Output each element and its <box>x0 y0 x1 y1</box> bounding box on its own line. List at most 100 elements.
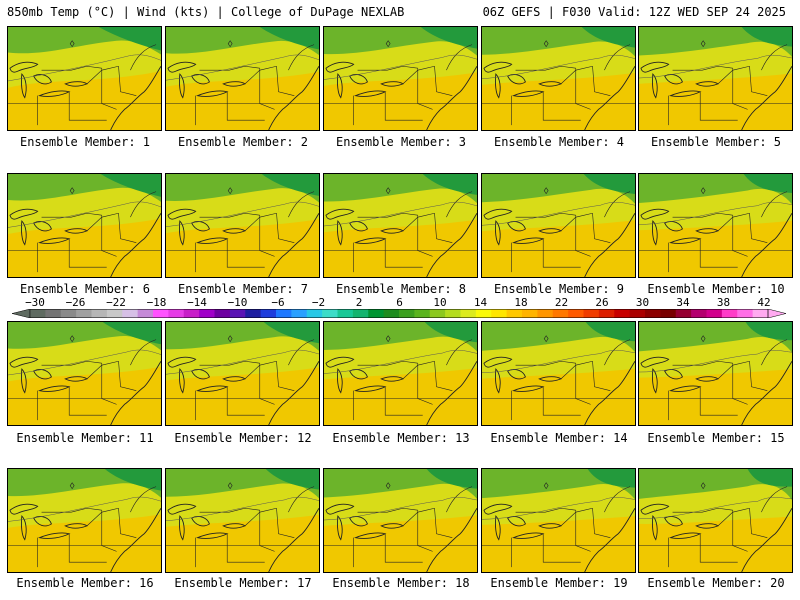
canada-border <box>357 65 418 71</box>
lake-superior <box>640 503 670 515</box>
colorbar-swatch <box>491 309 508 318</box>
state-border <box>699 238 738 268</box>
ensemble-panel-7[interactable] <box>165 173 320 278</box>
coastline <box>741 213 792 277</box>
state-border <box>417 510 433 552</box>
state-border <box>384 533 423 563</box>
state-border <box>560 507 593 527</box>
coastline <box>110 361 161 425</box>
state-border <box>226 91 265 121</box>
lake-superior <box>640 208 670 220</box>
state-border <box>434 66 453 96</box>
state-border <box>118 66 137 96</box>
state-border <box>542 238 581 268</box>
state-border <box>86 212 119 232</box>
ensemble-panel-19[interactable] <box>481 468 636 573</box>
state-border <box>417 363 433 405</box>
colorbar-swatch <box>276 309 292 318</box>
state-border <box>244 212 277 232</box>
colorbar-max-arrow <box>767 309 786 318</box>
lake-michigan <box>21 515 27 541</box>
colorbar-swatch <box>368 309 385 318</box>
ensemble-panel-20[interactable] <box>638 468 793 573</box>
ensemble-panel-10[interactable] <box>638 173 793 278</box>
ensemble-panel-5[interactable] <box>638 26 793 131</box>
state-border <box>276 213 295 243</box>
state-border <box>259 68 275 110</box>
station-marker <box>69 40 75 48</box>
state-border <box>717 212 750 232</box>
colorbar-swatch <box>675 309 692 318</box>
colorbar-swatch <box>153 309 169 318</box>
state-border <box>276 361 295 391</box>
colorbar-swatch <box>537 309 554 318</box>
lake-michigan <box>21 220 27 246</box>
ensemble-panel-1[interactable] <box>7 26 162 131</box>
ensemble-panel-11[interactable] <box>7 321 162 426</box>
ensemble-panel-16[interactable] <box>7 468 162 573</box>
ensemble-panel-12[interactable] <box>165 321 320 426</box>
ensemble-panel-3[interactable] <box>323 26 478 131</box>
station-marker <box>69 187 75 195</box>
ensemble-panel-14[interactable] <box>481 321 636 426</box>
ensemble-panel-15[interactable] <box>638 321 793 426</box>
lake-ontario <box>695 523 719 529</box>
station-marker <box>227 335 233 343</box>
ensemble-panel-17[interactable] <box>165 468 320 573</box>
colorbar-swatch <box>137 309 154 318</box>
ensemble-panel-8[interactable] <box>323 173 478 278</box>
colorbar-swatch <box>291 309 308 318</box>
state-border <box>732 215 748 257</box>
state-border <box>101 215 117 257</box>
lake-ontario <box>538 228 562 234</box>
lake-superior <box>9 208 39 220</box>
panel-label-17: Ensemble Member: 17 <box>174 576 312 590</box>
state-border <box>604 44 631 71</box>
colorbar-swatch <box>429 309 446 318</box>
state-border <box>68 238 107 268</box>
canada-border <box>515 507 576 513</box>
state-border <box>699 386 738 416</box>
colorbar-swatch <box>660 309 677 318</box>
isotherm-line <box>482 201 635 226</box>
lake-superior <box>167 356 197 368</box>
state-border <box>68 386 107 416</box>
state-border <box>68 533 107 563</box>
state-border <box>101 68 117 110</box>
colorbar-swatch <box>260 309 277 318</box>
state-border <box>732 510 748 552</box>
cold-region <box>424 322 477 343</box>
ensemble-panel-2[interactable] <box>165 26 320 131</box>
lake-huron <box>33 74 52 85</box>
state-border <box>101 510 117 552</box>
state-border <box>592 66 611 96</box>
coastline <box>110 66 161 130</box>
canada-border <box>41 360 102 366</box>
cold-region <box>261 174 319 196</box>
ensemble-panel-9[interactable] <box>481 173 636 278</box>
state-border <box>446 44 473 71</box>
ensemble-panel-18[interactable] <box>323 468 478 573</box>
canada-border <box>357 360 418 366</box>
station-marker <box>69 482 75 490</box>
station-marker <box>700 335 706 343</box>
state-border <box>68 91 107 121</box>
panel-label-19: Ensemble Member: 19 <box>490 576 628 590</box>
state-border <box>592 508 611 538</box>
canada-border <box>357 507 418 513</box>
state-border <box>130 339 157 366</box>
valid-time: 06Z GEFS | F030 Valid: 12Z WED SEP 24 20… <box>482 5 786 19</box>
panel-label-15: Ensemble Member: 15 <box>647 431 785 445</box>
colorbar-tick-label: −22 <box>106 296 126 309</box>
lake-michigan <box>495 73 501 99</box>
panel-label-8: Ensemble Member: 8 <box>335 282 467 296</box>
state-border <box>732 68 748 110</box>
ensemble-panel-6[interactable] <box>7 173 162 278</box>
ensemble-panel-4[interactable] <box>481 26 636 131</box>
panel-label-12: Ensemble Member: 12 <box>174 431 312 445</box>
state-border <box>276 508 295 538</box>
ensemble-panel-13[interactable] <box>323 321 478 426</box>
lake-michigan <box>495 220 501 246</box>
isotherm-line <box>324 349 477 374</box>
colorbar-tick-label: 14 <box>473 296 488 309</box>
